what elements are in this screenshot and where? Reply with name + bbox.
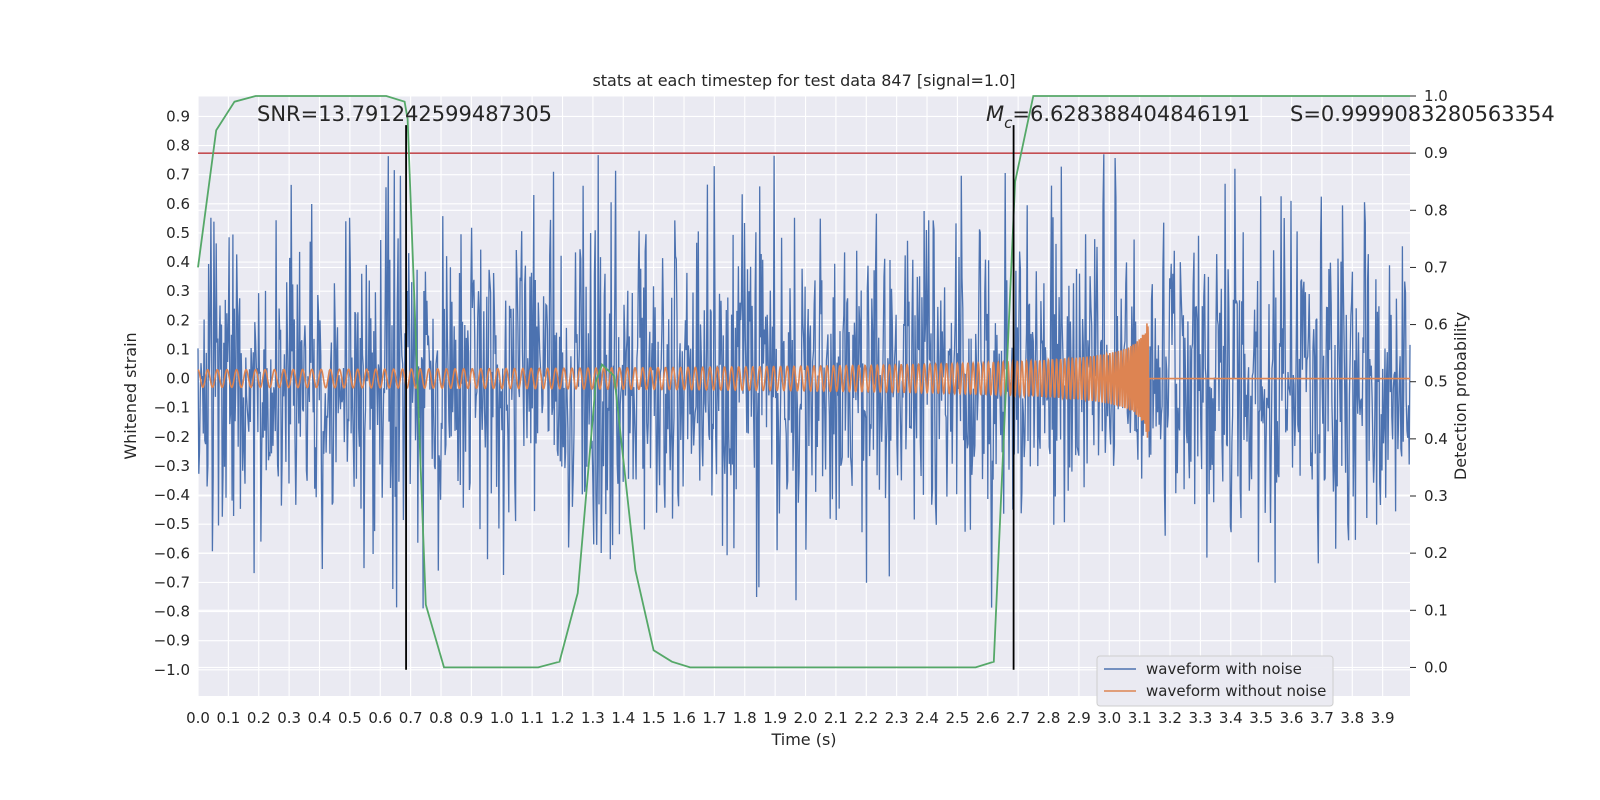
x-tick-label: 0.3 <box>277 709 301 727</box>
noisy-trace <box>197 154 1411 609</box>
y2-tick-label: 0.9 <box>1424 144 1448 162</box>
series-waveform-with-noise <box>197 154 1411 609</box>
y-tick-label: −0.2 <box>154 428 190 446</box>
x-tick-label: 3.9 <box>1371 709 1395 727</box>
x-tick-label: 1.8 <box>733 709 757 727</box>
x-tick-label: 0.7 <box>399 709 423 727</box>
legend-label-noisy: waveform with noise <box>1146 660 1302 678</box>
y-tick-label: −0.3 <box>154 457 190 475</box>
y2-tick-label: 0.0 <box>1424 658 1448 676</box>
y-tick-label: 0.8 <box>166 137 190 155</box>
x-tick-label: 2.6 <box>976 709 1000 727</box>
y-tick-label: 0.6 <box>166 195 190 213</box>
x-tick-label: 1.0 <box>490 709 514 727</box>
y2-tick-label: 0.6 <box>1424 316 1448 334</box>
mc-value: =6.628388404846191 <box>1012 102 1250 126</box>
x-tick-label: 1.6 <box>672 709 696 727</box>
x-tick-label: 1.5 <box>642 709 666 727</box>
legend-box <box>1096 655 1334 707</box>
x-tick-label: 2.3 <box>885 709 909 727</box>
y-tick-label: 0.1 <box>166 340 190 358</box>
x-tick-label: 3.2 <box>1158 709 1182 727</box>
x-tick-label: 1.9 <box>763 709 787 727</box>
x-tick-label: 3.6 <box>1280 709 1304 727</box>
x-tick-label: 3.1 <box>1128 709 1152 727</box>
x-tick-label: 0.6 <box>368 709 392 727</box>
y2-tick-label: 0.7 <box>1424 258 1448 276</box>
x-tick-label: 0.5 <box>338 709 362 727</box>
x-tick-label: 3.4 <box>1219 709 1243 727</box>
clean-trace <box>197 323 1410 438</box>
x-tick-label: 0.9 <box>459 709 483 727</box>
y-tick-label: 0.0 <box>166 370 190 388</box>
x-tick-label: 2.9 <box>1067 709 1091 727</box>
x-tick-label: 2.5 <box>945 709 969 727</box>
x-tick-label: 1.3 <box>581 709 605 727</box>
x-tick-label: 1.7 <box>702 709 726 727</box>
snr-annotation: SNR=13.791242599487305 <box>257 102 552 126</box>
y2-tick-label: 1.0 <box>1424 87 1448 105</box>
series-waveform-without-noise <box>197 323 1410 438</box>
vertical-markers <box>405 125 1015 670</box>
y-tick-label: −1.0 <box>154 661 190 679</box>
y2-tick-label: 0.4 <box>1424 430 1448 448</box>
y-tick-labels: 0.9 0.8 0.7 0.6 0.5 0.4 0.3 0.2 0.1 0.0 −0.1 −0.2 −0… <box>154 107 190 678</box>
x-tick-label: 0.0 <box>186 709 210 727</box>
x-tick-labels: 0.0 0.1 0.2 0.3 0.4 0.5 0.6 0.7 0.8 0.9 1.0 1.1 1.2 1… <box>186 709 1395 727</box>
y-tick-label: 0.4 <box>166 253 190 271</box>
x-tick-label: 2.7 <box>1006 709 1030 727</box>
y2-tick-label: 0.2 <box>1424 544 1448 562</box>
chart-title: stats at each timestep for test data 847… <box>592 71 1015 90</box>
y2-tick-label: 0.3 <box>1424 487 1448 505</box>
y-tick-label: −0.6 <box>154 544 190 562</box>
x-tick-label: 3.8 <box>1340 709 1364 727</box>
x-tick-label: 2.8 <box>1037 709 1061 727</box>
x-tick-label: 1.4 <box>611 709 635 727</box>
y-tick-label: 0.7 <box>166 166 190 184</box>
x-tick-label: 1.1 <box>520 709 544 727</box>
x-tick-label: 2.1 <box>824 709 848 727</box>
y2-tick-label: 0.1 <box>1424 601 1448 619</box>
y2-tick-label: 0.8 <box>1424 201 1448 219</box>
series-detection-probability <box>197 95 1410 669</box>
legend-label-clean: waveform without noise <box>1146 682 1326 700</box>
x-tick-label: 3.3 <box>1188 709 1212 727</box>
y2-axis-label: Detection probability <box>1451 312 1470 480</box>
x-tick-label: 1.2 <box>551 709 575 727</box>
grid <box>197 95 1410 696</box>
mc-symbol: M <box>986 102 1004 126</box>
mc-annotation: Mc=6.628388404846191 <box>986 102 1250 132</box>
y-axis-label: Whitened strain <box>121 332 140 459</box>
y-tick-label: −0.7 <box>154 573 190 591</box>
x-tick-label: 0.2 <box>247 709 271 727</box>
x-tick-label: 0.8 <box>429 709 453 727</box>
x-tick-label: 2.2 <box>854 709 878 727</box>
x-tick-label: 0.1 <box>216 709 240 727</box>
x-tick-label: 3.7 <box>1310 709 1334 727</box>
y2-tick-label: 0.5 <box>1424 373 1448 391</box>
y-tick-label: 0.2 <box>166 311 190 329</box>
y-tick-label: −0.9 <box>154 632 190 650</box>
x-tick-label: 3.0 <box>1097 709 1121 727</box>
y-tick-label: −0.5 <box>154 515 190 533</box>
x-axis-label: Time (s) <box>770 730 836 749</box>
x-tick-label: 2.4 <box>915 709 939 727</box>
y-tick-label: −0.4 <box>154 486 190 504</box>
y-tick-label: −0.8 <box>154 603 190 621</box>
y2-tick-labels: 1.0 0.9 0.8 0.7 0.6 0.5 0.4 0.3 0.2 0.1 0.0 <box>1410 87 1448 676</box>
x-tick-label: 3.5 <box>1249 709 1273 727</box>
y-tick-label: −0.1 <box>154 399 190 417</box>
probability-trace <box>197 95 1410 669</box>
s-annotation: S=0.9999083280563354 <box>1290 102 1555 126</box>
x-tick-label: 2.0 <box>794 709 818 727</box>
x-tick-label: 0.4 <box>308 709 332 727</box>
mc-subscript: c <box>1004 114 1013 132</box>
legend: waveform with noise waveform without noi… <box>1096 655 1334 707</box>
y-tick-label: 0.3 <box>166 282 190 300</box>
y-tick-label: 0.5 <box>166 224 190 242</box>
y-tick-label: 0.9 <box>166 107 190 125</box>
